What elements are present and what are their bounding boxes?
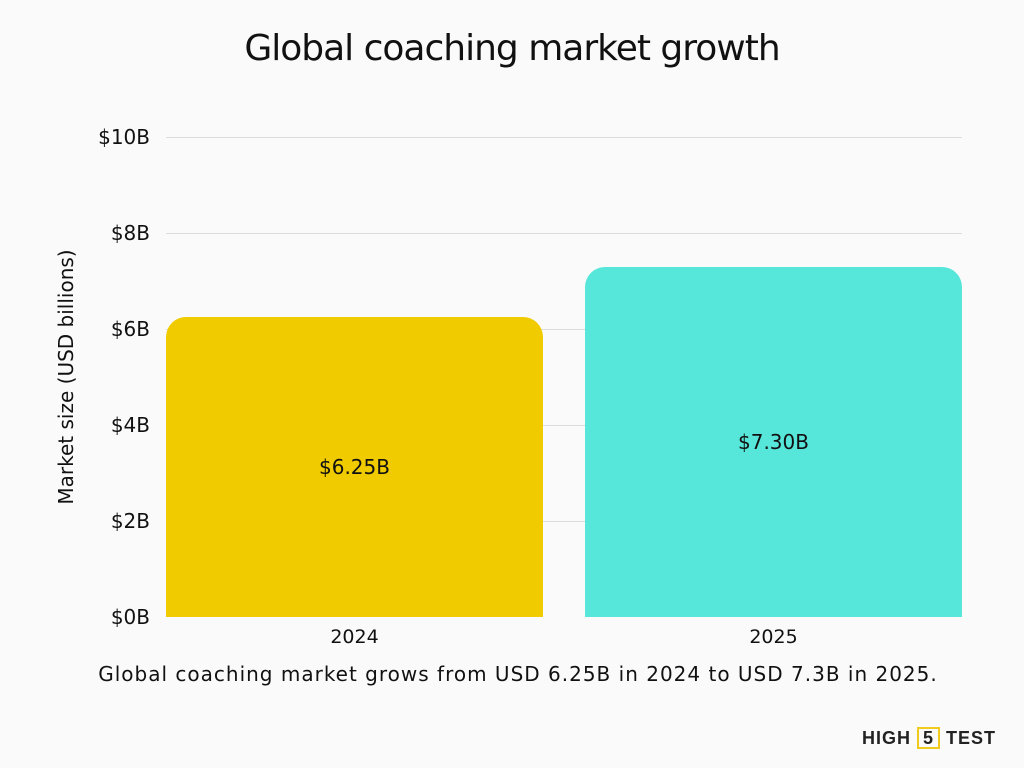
chart-title: Global coaching market growth (244, 28, 780, 69)
y-tick-label: $4B (110, 413, 150, 437)
brand-logo: HIGH 5 TEST (862, 727, 996, 749)
y-tick-label: $10B (98, 125, 150, 149)
y-tick-label: $8B (110, 221, 150, 245)
logo-text-test: TEST (946, 727, 997, 748)
y-tick-label: $0B (110, 605, 150, 629)
bar-value-label: $7.30B (738, 429, 809, 454)
bar-value-label: $6.25B (319, 455, 390, 479)
x-tick-label: 2024 (330, 626, 379, 648)
gridline (166, 329, 962, 330)
gridline (166, 521, 962, 522)
gridline (166, 137, 962, 138)
y-tick-label: $6B (110, 317, 150, 341)
plot-area: $6.25B $7.30B (166, 137, 962, 617)
bar-2025: $7.30B (585, 266, 962, 617)
y-axis-label: Market size (USD billions) (54, 249, 78, 505)
logo-five-box-icon: 5 (917, 727, 941, 749)
gridline (166, 425, 962, 426)
bar-2024: $6.25B (166, 317, 543, 617)
y-tick-label: $2B (110, 509, 150, 533)
gridline (166, 233, 962, 234)
x-tick-label: 2025 (749, 626, 798, 648)
logo-text-high: HIGH (862, 727, 911, 748)
chart-caption: Global coaching market grows from USD 6.… (98, 662, 938, 686)
